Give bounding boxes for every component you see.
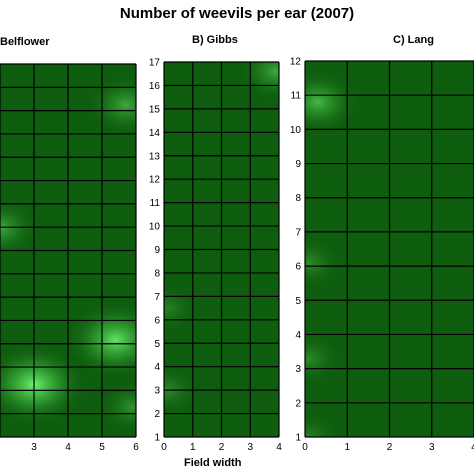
y-tick-label-2-7: 8 (295, 193, 301, 204)
y-tick-label-2-4: 5 (295, 296, 301, 307)
hotspot-1-0 (238, 62, 279, 101)
x-tick-label-0-0: 3 (31, 442, 37, 453)
y-tick-label-2-5: 6 (295, 262, 301, 273)
panel-c-title: C) Lang (393, 34, 434, 46)
y-tick-label-2-10: 11 (291, 91, 302, 102)
hotspot-2-1 (305, 238, 342, 288)
x-tick-label-1-3: 3 (247, 442, 253, 453)
panel-b-xlabel: Field width (184, 457, 242, 469)
y-tick-label-2-9: 10 (290, 125, 302, 136)
hotspot-1-2 (164, 284, 198, 332)
panel-2: 12345678910111201234 (290, 57, 474, 453)
hotspot-2-3 (305, 413, 340, 437)
hotspot-0-4 (99, 381, 136, 433)
x-tick-label-2-1: 1 (344, 442, 350, 453)
y-tick-label-1-9: 10 (149, 222, 161, 233)
x-tick-label-0-1: 4 (65, 442, 71, 453)
x-tick-label-2-2: 2 (387, 442, 393, 453)
panel-a-title: Belflower (0, 36, 50, 48)
y-tick-label-1-10: 11 (150, 198, 161, 209)
y-tick-label-1-6: 7 (154, 292, 160, 303)
x-tick-label-2-3: 3 (429, 442, 435, 453)
y-tick-label-1-1: 2 (154, 409, 160, 420)
y-tick-label-2-3: 4 (295, 330, 301, 341)
y-tick-label-2-0: 1 (295, 433, 301, 444)
panel-b-title: B) Gibbs (192, 34, 238, 46)
y-tick-label-2-8: 9 (295, 159, 301, 170)
x-tick-label-0-3: 6 (133, 442, 139, 453)
page-title: Number of weevils per ear (2007) (119, 5, 355, 22)
y-tick-label-1-16: 17 (149, 58, 161, 69)
y-tick-label-1-15: 16 (149, 81, 161, 92)
x-tick-label-1-2: 2 (219, 442, 225, 453)
y-tick-label-2-11: 12 (290, 57, 302, 68)
x-tick-label-2-4: 4 (471, 442, 474, 453)
hotspot-0-0 (0, 344, 86, 425)
y-tick-label-1-5: 6 (154, 315, 160, 326)
x-tick-label-2-0: 0 (302, 442, 308, 453)
y-tick-label-1-0: 1 (154, 433, 160, 444)
y-tick-label-2-1: 2 (295, 398, 301, 409)
x-tick-label-1-4: 4 (276, 442, 282, 453)
y-tick-label-1-14: 15 (149, 104, 161, 115)
y-tick-label-1-12: 13 (149, 151, 161, 162)
y-tick-label-2-2: 3 (295, 364, 301, 375)
hotspot-0-2 (88, 76, 136, 135)
y-tick-label-1-4: 5 (154, 339, 160, 350)
x-tick-label-0-2: 5 (99, 442, 105, 453)
x-tick-label-1-1: 1 (190, 442, 196, 453)
y-tick-label-2-6: 7 (295, 227, 301, 238)
y-tick-label-1-7: 8 (154, 268, 160, 279)
hotspot-layer-2 (305, 70, 359, 437)
hotspot-0-3 (0, 199, 38, 258)
hotspot-2-2 (305, 333, 342, 383)
hotspot-layer-0 (0, 76, 136, 433)
y-tick-label-1-13: 14 (149, 128, 161, 139)
y-tick-label-1-3: 4 (154, 362, 160, 373)
y-tick-label-1-11: 12 (149, 175, 161, 186)
hotspot-2-0 (305, 70, 359, 134)
y-tick-label-1-8: 9 (154, 245, 160, 256)
y-tick-label-1-2: 3 (154, 386, 160, 397)
panel-0: 3 4 5 6 (0, 63, 139, 453)
x-tick-label-1-0: 0 (161, 442, 167, 453)
hotspot-0-1 (66, 302, 136, 378)
